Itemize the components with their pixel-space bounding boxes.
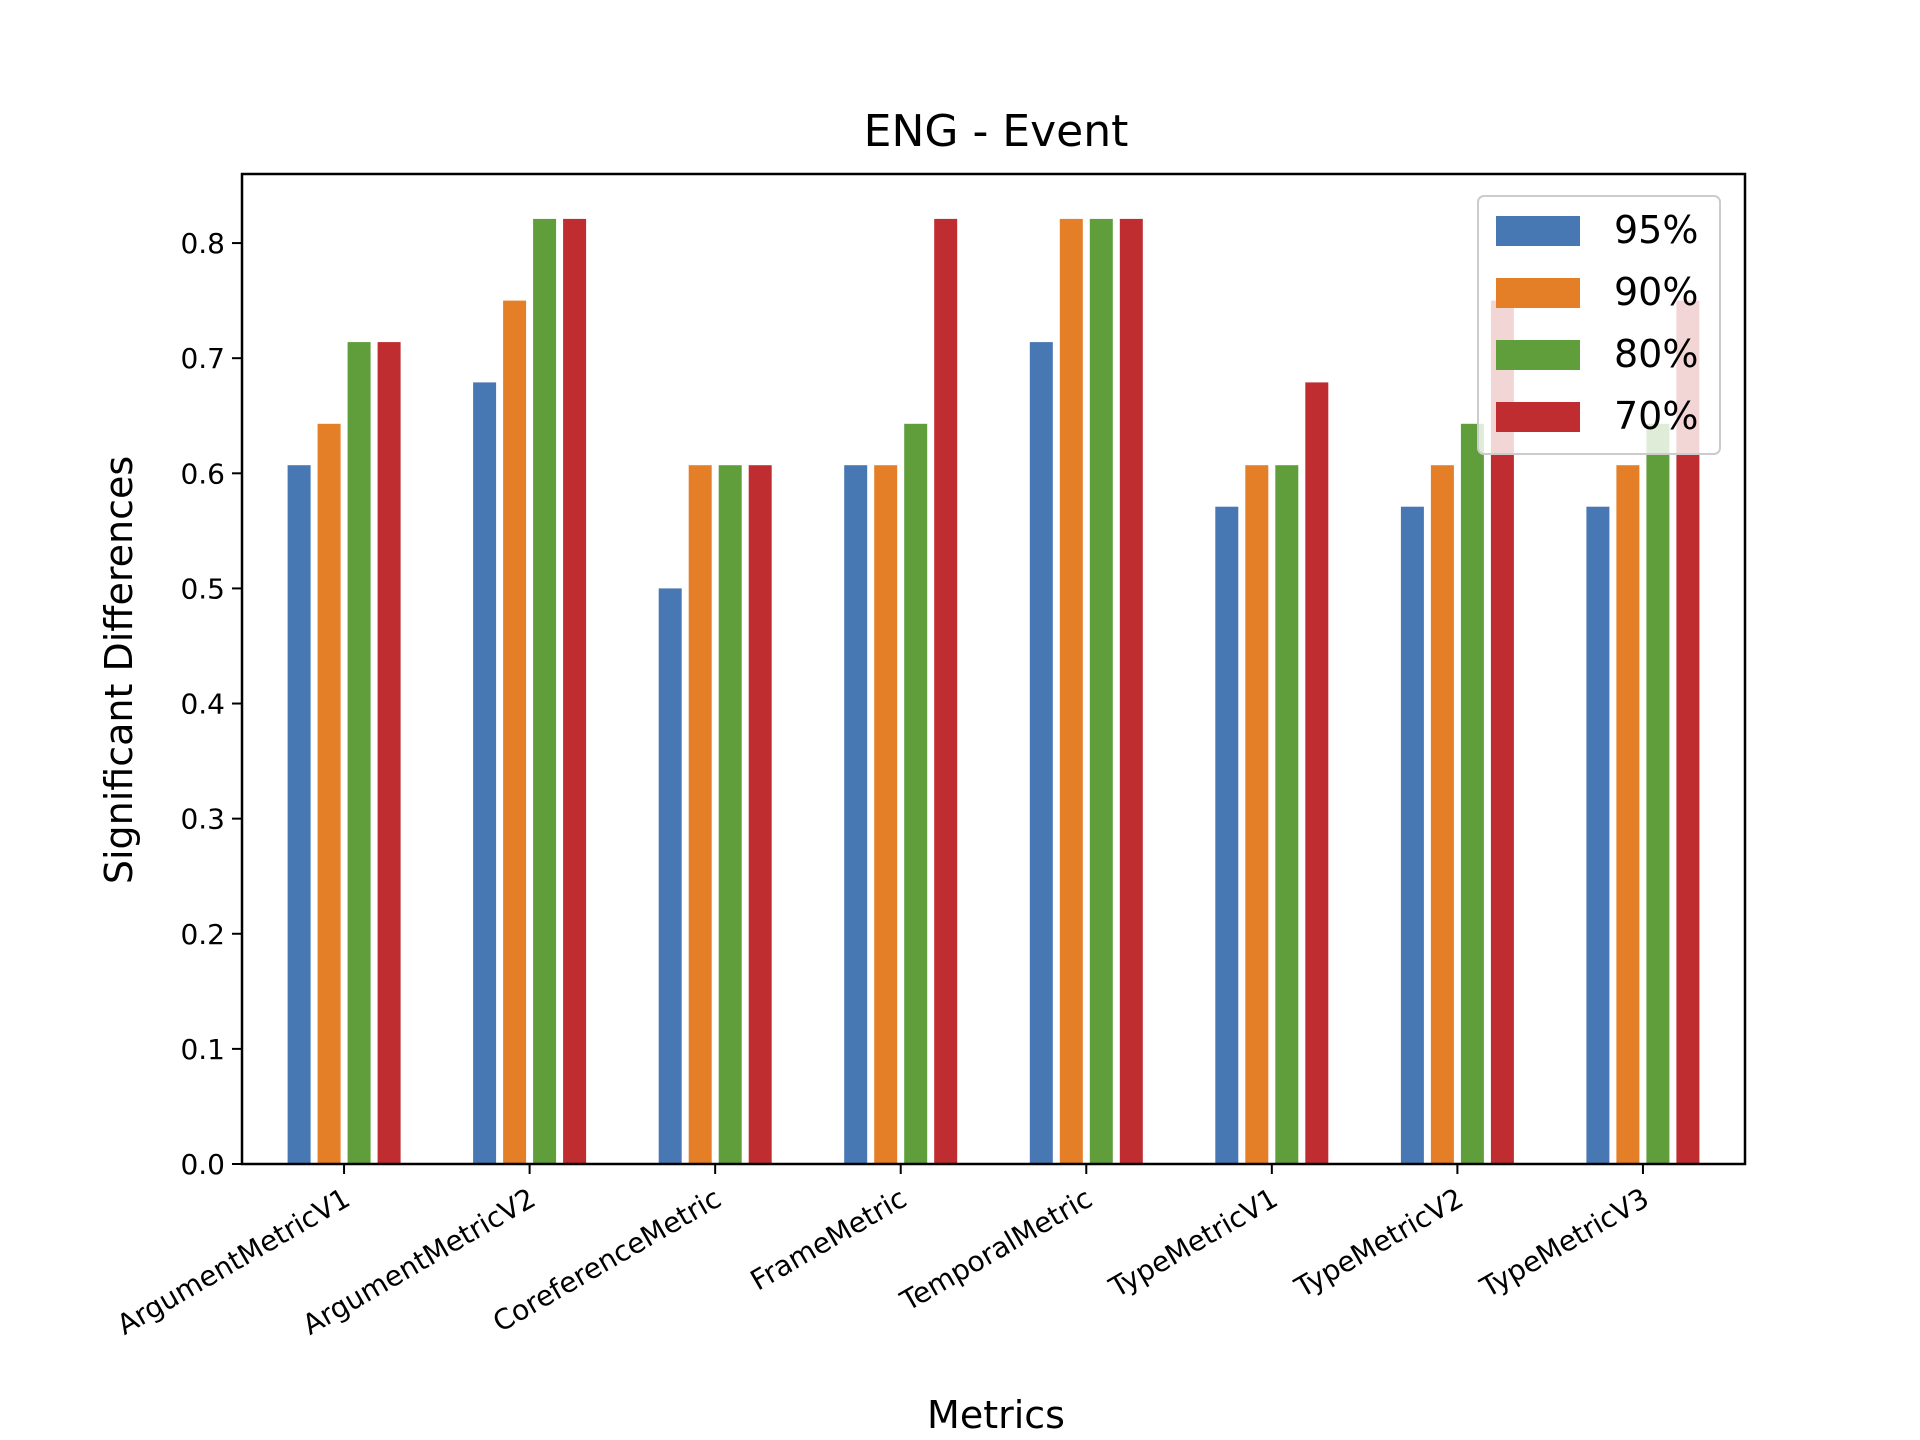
legend-label: 80%: [1614, 332, 1698, 376]
legend-swatch: [1496, 402, 1580, 432]
bar-80pct-TypeMetricV3: [1646, 423, 1670, 1164]
bar-80pct-ArgumentMetricV1: [347, 342, 371, 1165]
legend-box: [1477, 195, 1721, 455]
bar-70pct-CoreferenceMetric: [748, 465, 772, 1164]
chart-title: ENG - Event: [864, 106, 1129, 157]
bar-95pct-TemporalMetric: [1029, 342, 1053, 1165]
bar-70pct-FrameMetric: [934, 218, 958, 1164]
bar-80pct-FrameMetric: [904, 423, 928, 1164]
y-tick-label: 0.2: [180, 918, 225, 951]
bar-70pct-TypeMetricV3: [1676, 300, 1700, 1165]
bar-70pct-ArgumentMetricV1: [377, 342, 401, 1165]
bar-90pct-CoreferenceMetric: [688, 465, 712, 1164]
bar-90pct-TemporalMetric: [1059, 218, 1083, 1164]
bar-90pct-ArgumentMetricV2: [503, 300, 527, 1165]
legend-swatch: [1496, 216, 1580, 246]
bar-90pct-ArgumentMetricV1: [317, 423, 341, 1164]
bar-95pct-TypeMetricV1: [1215, 506, 1239, 1164]
bar-70pct-ArgumentMetricV2: [563, 218, 587, 1164]
y-tick-label: 0.8: [180, 227, 225, 260]
legend-label: 90%: [1614, 270, 1698, 314]
y-tick-label: 0.1: [180, 1033, 225, 1066]
legend-label: 70%: [1614, 394, 1698, 438]
bar-95pct-TypeMetricV3: [1586, 506, 1610, 1164]
legend-label: 95%: [1614, 208, 1698, 252]
y-tick-label: 0.7: [180, 342, 225, 375]
plot-frame: [240, 172, 1747, 1166]
legend-swatch: [1496, 340, 1580, 370]
legend-swatch: [1496, 278, 1580, 308]
bar-90pct-FrameMetric: [874, 465, 898, 1164]
bar-95pct-ArgumentMetricV1: [287, 465, 311, 1164]
bar-95pct-ArgumentMetricV2: [473, 382, 497, 1164]
bar-70pct-TemporalMetric: [1119, 218, 1143, 1164]
bar-80pct-TypeMetricV2: [1460, 423, 1484, 1164]
bar-70pct-TypeMetricV2: [1490, 300, 1514, 1165]
y-tick-label: 0.0: [180, 1148, 225, 1181]
x-axis-label: Metrics: [927, 1393, 1065, 1437]
legend: 95% 90% 80% 70%: [1477, 195, 1721, 455]
bar-80pct-TypeMetricV1: [1275, 465, 1299, 1164]
bar-70pct-TypeMetricV1: [1305, 382, 1329, 1164]
bar-90pct-TypeMetricV3: [1616, 465, 1640, 1164]
bar-90pct-TypeMetricV1: [1245, 465, 1269, 1164]
bar-80pct-CoreferenceMetric: [718, 465, 742, 1164]
y-axis-label: Significant Differences: [97, 456, 141, 884]
bar-95pct-CoreferenceMetric: [658, 588, 682, 1164]
bar-95pct-TypeMetricV2: [1400, 506, 1424, 1164]
y-tick-label: 0.5: [180, 572, 225, 605]
bar-80pct-ArgumentMetricV2: [533, 218, 557, 1164]
y-tick-label: 0.4: [180, 688, 225, 721]
y-tick-label: 0.3: [180, 803, 225, 836]
bar-80pct-TemporalMetric: [1089, 218, 1113, 1164]
bar-95pct-FrameMetric: [844, 465, 868, 1164]
y-tick-label: 0.6: [180, 457, 225, 490]
bar-90pct-TypeMetricV2: [1430, 465, 1454, 1164]
